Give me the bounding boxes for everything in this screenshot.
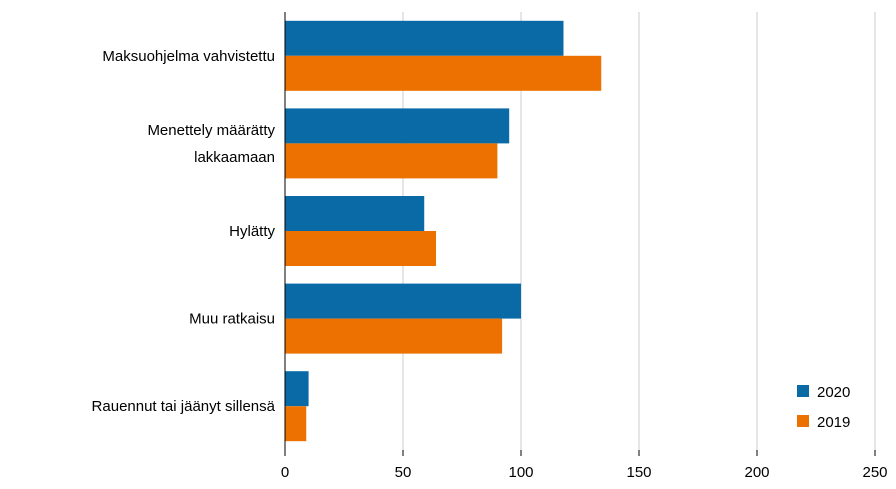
x-tick-labels: 0 50 100 150 200 250: [281, 464, 888, 481]
category-label: lakkaamaan: [194, 149, 275, 166]
bar-2020: [285, 108, 510, 144]
category-labels: Maksuohjelma vahvistettu Menettely määrät…: [92, 48, 276, 415]
x-tick-label: 50: [395, 464, 412, 481]
legend-swatch-2019: [797, 415, 809, 427]
bar-2020: [285, 20, 564, 56]
bar-2019: [285, 231, 437, 266]
bar-2019: [285, 318, 503, 354]
x-tick-label: 200: [744, 464, 769, 481]
bar-2019: [285, 406, 307, 442]
legend-label: 2020: [817, 384, 850, 401]
bar-2020: [285, 371, 309, 407]
bar-2020: [285, 283, 521, 319]
bar-2019: [285, 143, 498, 179]
x-tick-label: 0: [281, 464, 289, 481]
bar-2019: [285, 55, 602, 91]
category-label: Muu ratkaisu: [189, 311, 275, 328]
category-label: Hylätty: [229, 223, 275, 240]
category-label: Menettely määrätty: [147, 122, 275, 139]
bar-2020: [285, 196, 425, 231]
legend-swatch-2020: [797, 385, 809, 397]
x-tick-label: 250: [862, 464, 887, 481]
legend: 2020 2019: [797, 384, 850, 431]
axes: [284, 12, 876, 456]
legend-label: 2019: [817, 414, 850, 431]
x-tick-label: 100: [508, 464, 533, 481]
x-tick-label: 150: [626, 464, 651, 481]
bars: [285, 20, 602, 442]
category-label: Rauennut tai jäänyt sillensä: [92, 398, 276, 415]
category-label: Maksuohjelma vahvistettu: [102, 48, 275, 65]
